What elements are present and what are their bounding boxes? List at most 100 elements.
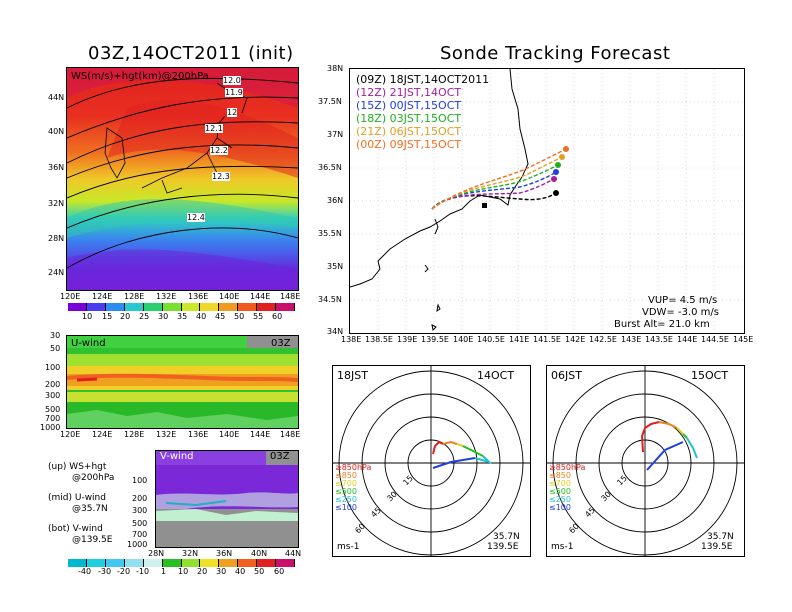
u-wind-time: 03Z: [271, 338, 291, 349]
hodograph-2: 06JST 15OCT 15 30 45 60 ≥850hPa ≤850 ≤70…: [546, 365, 745, 557]
hodo2-lon: 139.5E: [701, 542, 733, 552]
track-map: (09Z) 18JST,14OCT2011 (12Z) 21JST,14OCT …: [349, 68, 745, 334]
track-lon-tick: 140E: [453, 335, 474, 344]
lon-tick: 132E: [156, 292, 177, 301]
u-ytick: 200: [45, 380, 61, 389]
hodo2-lat: 35.7N: [707, 532, 734, 542]
note-up-line2: @200hPa: [72, 473, 115, 483]
u-ytick: 100: [45, 363, 61, 372]
track-legend-item: (12Z) 21JST,14OCT: [356, 86, 462, 99]
note-bot-line1: (bot) V-wind: [48, 524, 103, 534]
colorbar-swatch: [162, 303, 182, 311]
track-legend-item: (18Z) 03JST,15OCT: [356, 112, 462, 125]
u-xtick: 136E: [188, 430, 209, 439]
track-lon-tick: 139.5E: [421, 335, 449, 344]
hodo1-lon: 139.5E: [487, 542, 519, 552]
vdw-text: VDW= -3.0 m/s: [642, 307, 719, 318]
hodo1-unit: ms-1: [337, 542, 360, 552]
hodograph-1: 18JST 14OCT 15 30 45 60 ≥850hPa ≤850 ≤70…: [332, 365, 531, 557]
contour-label: 12.2: [210, 146, 228, 155]
hodo2-unit: ms-1: [551, 542, 574, 552]
colorbar-label: 30: [216, 567, 227, 576]
track-map-svg: [350, 69, 744, 333]
v-ytick: 500: [132, 519, 148, 528]
lat-tick: 36N: [48, 163, 65, 172]
u-xtick: 144E: [250, 430, 271, 439]
track-legend-item: (15Z) 00JST,15OCT: [356, 99, 462, 112]
colorbar-swatch: [105, 559, 125, 567]
u-ytick: 50: [50, 344, 61, 353]
u-ytick: 30: [50, 331, 61, 340]
v-xtick: 44N: [285, 549, 302, 558]
u-wind-label: U-wind: [71, 338, 106, 349]
hodo1-time: 18JST: [337, 369, 368, 382]
colorbar-label: 20: [197, 567, 208, 576]
colorbar-swatch: [276, 303, 296, 311]
u-xtick: 128E: [124, 430, 145, 439]
hodo1-level: ≤100: [335, 503, 357, 512]
contour-label: 12.4: [187, 213, 205, 222]
colorbar-label: 50: [254, 567, 265, 576]
hodo2-level: ≤250: [549, 495, 571, 504]
v-xtick: 32N: [182, 549, 199, 558]
ws-colorbar-labels: 10 15 20 25 30 35 40 45 50 55 60: [68, 312, 295, 322]
track-lon-tick: 138.5E: [365, 335, 393, 344]
hodo2-level: ≥850hPa: [549, 463, 586, 472]
contour-label: 12.1: [205, 124, 223, 133]
burst-alt-text: Burst Alt= 21.0 km: [614, 319, 710, 330]
colorbar-label: 55: [253, 312, 264, 321]
hodograph-1-svg: [333, 366, 530, 556]
note-mid-line1: (mid) U-wind: [48, 493, 106, 503]
contour-label: 11.9: [225, 88, 243, 97]
colorbar-swatch: [124, 559, 144, 567]
lon-tick: 148E: [280, 292, 301, 301]
v-ytick: 100: [132, 476, 148, 485]
colorbar-swatch: [257, 303, 277, 311]
u-ytick: 700: [45, 414, 61, 423]
colorbar-swatch: [162, 559, 182, 567]
v-ytick: 200: [132, 494, 148, 503]
track-legend-item: (00Z) 09JST,15OCT: [356, 138, 462, 151]
note-mid-line2: @35.7N: [72, 504, 108, 514]
lat-tick: 32N: [48, 199, 65, 208]
lon-tick: 120E: [60, 292, 81, 301]
lon-tick: 124E: [92, 292, 113, 301]
hodo2-level: ≤100: [549, 503, 571, 512]
colorbar-label: 45: [215, 312, 226, 321]
colorbar-swatch: [219, 559, 239, 567]
track-lon-tick: 138E: [341, 335, 362, 344]
colorbar-swatch: [181, 303, 201, 311]
colorbar-label: 35: [177, 312, 188, 321]
colorbar-label: 20: [120, 312, 131, 321]
colorbar-label: -10: [136, 567, 150, 576]
colorbar-label: 30: [158, 312, 169, 321]
track-lat-tick: 35.5N: [318, 229, 342, 238]
u-wind-panel: U-wind 03Z: [66, 335, 299, 429]
track-lon-tick: 139E: [397, 335, 418, 344]
hodo1-level: ≤500: [335, 487, 357, 496]
u-wind-field: [67, 336, 298, 428]
u-xtick: 132E: [156, 430, 177, 439]
contour-label: 12: [227, 108, 238, 117]
hodo1-level: ≤850: [335, 471, 357, 480]
colorbar-label: 10: [82, 312, 93, 321]
colorbar-swatch: [105, 303, 125, 311]
vup-text: VUP= 4.5 m/s: [648, 295, 718, 306]
hodo1-level: ≤700: [335, 479, 357, 488]
lon-tick: 136E: [188, 292, 209, 301]
colorbar-swatch: [124, 303, 144, 311]
u-ytick: 500: [45, 405, 61, 414]
contour-label: 12.0: [223, 76, 241, 85]
lon-tick: 144E: [250, 292, 271, 301]
colorbar-label: -30: [98, 567, 112, 576]
colorbar-label: 10: [178, 567, 189, 576]
colorbar-swatch: [276, 559, 296, 567]
track-lon-tick: 142E: [565, 335, 586, 344]
v-wind-time: 03Z: [270, 451, 290, 462]
colorbar-swatch: [257, 559, 277, 567]
v-xtick: 40N: [251, 549, 268, 558]
note-bot-line2: @139.5E: [72, 535, 113, 545]
hodo1-level: ≤250: [335, 495, 357, 504]
colorbar-label: 25: [139, 312, 150, 321]
hodo2-time: 06JST: [551, 369, 582, 382]
